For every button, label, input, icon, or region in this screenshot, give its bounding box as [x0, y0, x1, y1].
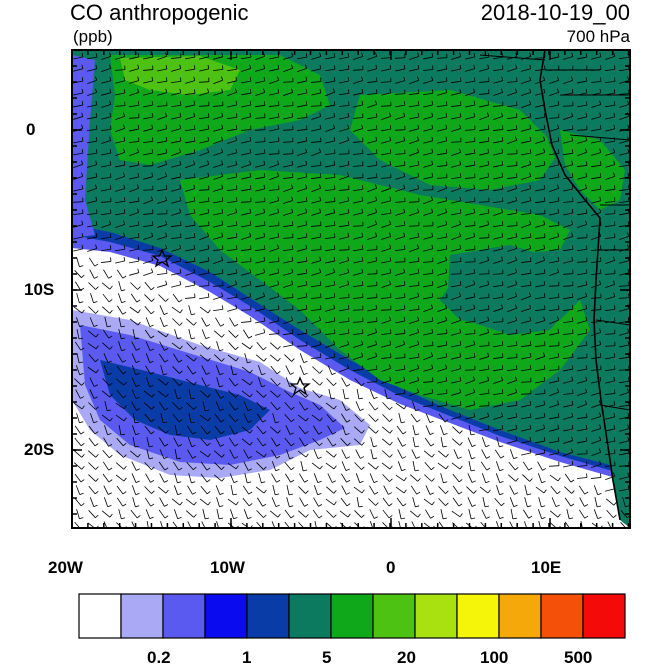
colorbar-swatch-8: [415, 594, 457, 638]
x-tick-0: 0: [386, 558, 395, 578]
colorbar-label-4: 100: [480, 648, 508, 668]
colorbar-swatch-1: [121, 594, 163, 638]
y-tick-10s: 10S: [24, 280, 54, 300]
map-field: [72, 50, 630, 531]
y-tick-0: 0: [26, 120, 35, 140]
colorbar-swatch-4: [247, 594, 289, 638]
colorbar-swatch-5: [289, 594, 331, 638]
x-tick-10w: 10W: [210, 558, 245, 578]
colorbar-label-0: 0.2: [147, 648, 171, 668]
x-tick-10e: 10E: [531, 558, 561, 578]
y-tick-20s: 20S: [24, 440, 54, 460]
colorbar-swatch-0: [79, 594, 121, 638]
x-tick-20w: 20W: [48, 558, 83, 578]
colorbar-label-2: 5: [322, 648, 331, 668]
colorbar-swatch-7: [373, 594, 415, 638]
colorbar-swatch-10: [499, 594, 541, 638]
colorbar-swatch-9: [457, 594, 499, 638]
colorbar-label-5: 500: [564, 648, 592, 668]
colorbar-swatch-6: [331, 594, 373, 638]
colorbar-label-1: 1: [242, 648, 251, 668]
colorbar-swatch-12: [583, 594, 625, 638]
colorbar-swatch-2: [163, 594, 205, 638]
colorbar-label-3: 20: [397, 648, 416, 668]
colorbar-swatch-11: [541, 594, 583, 638]
colorbar: [79, 594, 625, 638]
colorbar-swatch-3: [205, 594, 247, 638]
